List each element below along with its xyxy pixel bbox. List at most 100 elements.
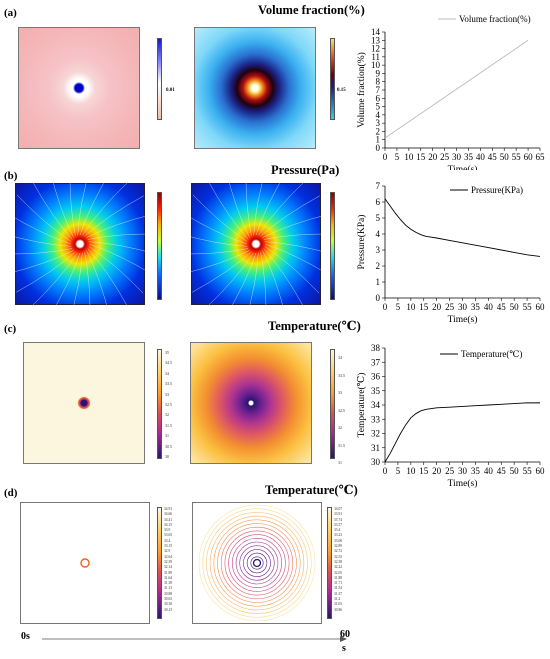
contour-line <box>235 541 279 585</box>
contour-line <box>209 515 305 611</box>
legend-label: Volume fraction(%) <box>459 14 531 24</box>
tick: 32.72 <box>334 549 343 554</box>
temperature-map-2 <box>190 342 312 464</box>
colorbar-c1-ticks: 35 34.5 34 33.5 33 32.5 32 31.5 31 30.5 … <box>165 348 172 462</box>
colorbar-d2-ticks: 34.07 33.91 33.74 33.57 33.4 33.23 33.06… <box>334 507 342 613</box>
legend-label: Temperature(℃) <box>461 349 522 359</box>
y-tick-label: 5 <box>376 213 381 223</box>
tick: 31.89 <box>164 570 173 575</box>
tick: 33.9 <box>164 528 171 533</box>
y-tick-label: 12 <box>371 44 380 54</box>
tick: 32.38 <box>334 559 343 564</box>
contour-line <box>206 512 308 614</box>
streamline <box>245 183 252 237</box>
x-tick-label: 10 <box>404 152 414 162</box>
streamline <box>191 248 249 255</box>
tick: 32.89 <box>334 544 343 549</box>
x-tick-label: 30 <box>458 466 468 476</box>
streamline <box>88 241 145 252</box>
tick: 32 <box>165 412 169 418</box>
pressure-map-1 <box>15 183 145 305</box>
section-a-label: (a) <box>4 7 17 19</box>
series-line <box>384 198 541 257</box>
tick: 32.22 <box>334 565 343 570</box>
streamline <box>262 250 283 305</box>
tick: 31.88 <box>334 575 343 580</box>
y-tick-label: 1 <box>376 277 381 287</box>
streamline <box>84 195 144 237</box>
temperature-contours-2 <box>198 504 316 622</box>
streamline <box>33 183 73 240</box>
tick: 32.64 <box>164 554 173 559</box>
x-tick-label: 35 <box>471 466 481 476</box>
streamline <box>209 183 249 240</box>
streamline <box>191 250 250 273</box>
y-tick-label: 35 <box>371 386 381 396</box>
tick: 31.5 <box>165 422 172 428</box>
tick: 31.13 <box>164 586 173 591</box>
streamline <box>255 183 281 236</box>
timeline-end-unit: s <box>342 643 346 654</box>
streamline <box>229 183 250 238</box>
pressure-streamlines-2 <box>191 183 321 305</box>
x-tick-label: 35 <box>471 302 481 312</box>
x-tick-label: 20 <box>432 466 442 476</box>
y-tick-label: 2 <box>376 261 381 271</box>
tick: 33.23 <box>334 533 343 538</box>
x-tick-label: 5 <box>396 302 401 312</box>
y-axis-label: Pressure(KPa) <box>356 215 367 270</box>
y-tick-label: 1 <box>376 135 381 145</box>
x-tick-label: 10 <box>406 466 416 476</box>
contour-line <box>228 534 286 592</box>
y-tick-label: 0 <box>376 293 381 303</box>
colorbar-c2 <box>330 349 335 459</box>
y-tick-label: 11 <box>371 52 380 62</box>
y-tick-label: 2 <box>376 126 381 136</box>
tick: 31 <box>165 433 169 439</box>
y-tick-label: 8 <box>376 77 381 87</box>
y-tick-label: 7 <box>376 85 381 95</box>
streamline <box>84 251 91 305</box>
x-tick-label: 5 <box>395 152 400 162</box>
x-tick-label: 25 <box>440 152 450 162</box>
tick: 30.38 <box>164 602 173 607</box>
streamline <box>15 248 73 255</box>
tick: 31.54 <box>334 586 343 591</box>
streamline <box>260 251 267 305</box>
pressure-map-2 <box>191 183 321 305</box>
y-tick-label: 36 <box>371 372 381 382</box>
streamline <box>231 252 257 305</box>
tick: 32 <box>338 425 342 430</box>
tick: 33.5 <box>338 372 345 378</box>
volume-fraction-chart: 0 5 10 15 20 25 30 35 40 45 50 55 60 6501234567891011… <box>356 14 545 170</box>
contour-core <box>252 558 262 568</box>
y-tick-label: 9 <box>376 68 381 78</box>
streamline <box>191 236 248 247</box>
section-b-title: Pressure(Pa) <box>271 163 340 177</box>
tick: 32.5 <box>338 407 345 413</box>
y-tick-label: 37 <box>371 357 381 367</box>
y-axis-label: Volume fraction(%) <box>356 52 367 128</box>
x-tick-label: 25 <box>445 466 455 476</box>
temperature-chart: 0 5 10 15 20 25 30 35 40 45 50 55 603031323334353637… <box>356 343 545 489</box>
streamline <box>77 183 87 236</box>
streamline <box>192 194 248 242</box>
x-tick-label: 40 <box>484 302 494 312</box>
x-tick-label: 15 <box>419 302 429 312</box>
y-tick-label: 3 <box>376 245 381 255</box>
x-tick-label: 25 <box>445 302 455 312</box>
y-tick-label: 6 <box>376 197 381 207</box>
colorbar-a1-label: 0.01 <box>166 88 175 93</box>
streamline <box>262 215 321 238</box>
streamline <box>15 236 72 247</box>
contour-line <box>224 530 290 596</box>
contour-line <box>198 504 316 622</box>
y-tick-label: 4 <box>376 229 381 239</box>
contour-line <box>231 537 283 589</box>
temperature-map-1 <box>23 342 145 464</box>
y-tick-label: 34 <box>371 400 381 410</box>
legend-label: Pressure(KPa) <box>471 185 523 195</box>
tick: 34.07 <box>334 507 343 511</box>
x-tick-label: 50 <box>510 302 520 312</box>
x-tick-label: 0 <box>383 466 388 476</box>
